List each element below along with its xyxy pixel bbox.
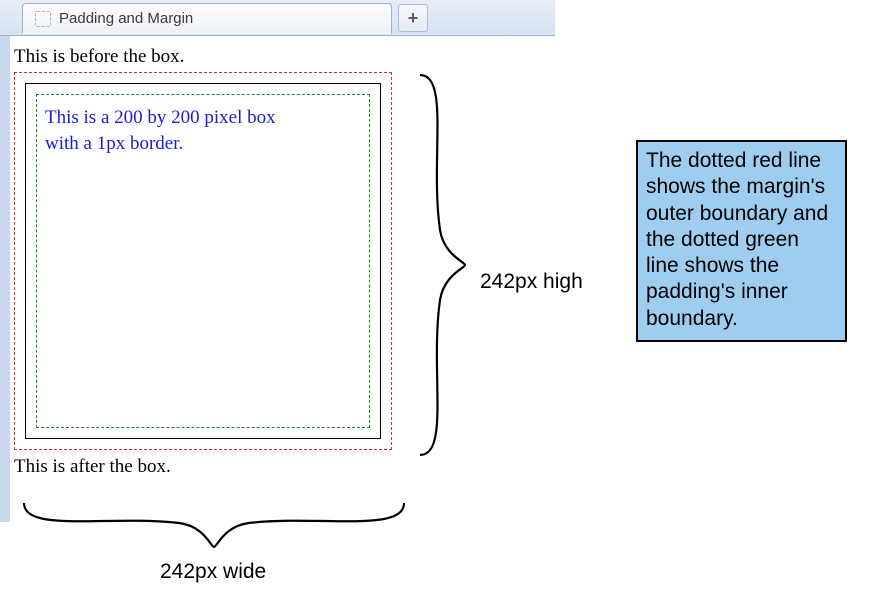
browser-tab-strip: Padding and Margin + — [0, 0, 555, 36]
window-left-gutter-below — [0, 36, 10, 522]
height-brace-icon — [410, 70, 470, 460]
height-dimension-label: 242px high — [480, 270, 583, 294]
width-brace-icon — [14, 495, 414, 555]
explanation-callout: The dotted red line shows the margin's o… — [636, 140, 847, 342]
box-content-text: This is a 200 by 200 pixel box with a 1p… — [45, 105, 361, 156]
page-content: This is before the box. This is a 200 by… — [14, 40, 392, 482]
new-tab-button[interactable]: + — [398, 4, 428, 32]
favicon-placeholder-icon — [35, 11, 51, 27]
after-box-text: This is after the box. — [14, 456, 392, 478]
padding-boundary-outline: This is a 200 by 200 pixel box with a 1p… — [36, 94, 370, 428]
box-text-line-2: with a 1px border. — [45, 133, 183, 154]
before-box-text: This is before the box. — [14, 46, 392, 68]
width-dimension-label: 242px wide — [160, 560, 266, 584]
callout-text: The dotted red line shows the margin's o… — [646, 149, 828, 330]
plus-icon: + — [408, 8, 419, 29]
element-border-box: This is a 200 by 200 pixel box with a 1p… — [25, 83, 381, 439]
browser-tab[interactable]: Padding and Margin — [22, 3, 392, 34]
margin-boundary-outline: This is a 200 by 200 pixel box with a 1p… — [14, 72, 392, 450]
box-text-line-1: This is a 200 by 200 pixel box — [45, 107, 276, 128]
tab-title: Padding and Margin — [59, 10, 193, 27]
